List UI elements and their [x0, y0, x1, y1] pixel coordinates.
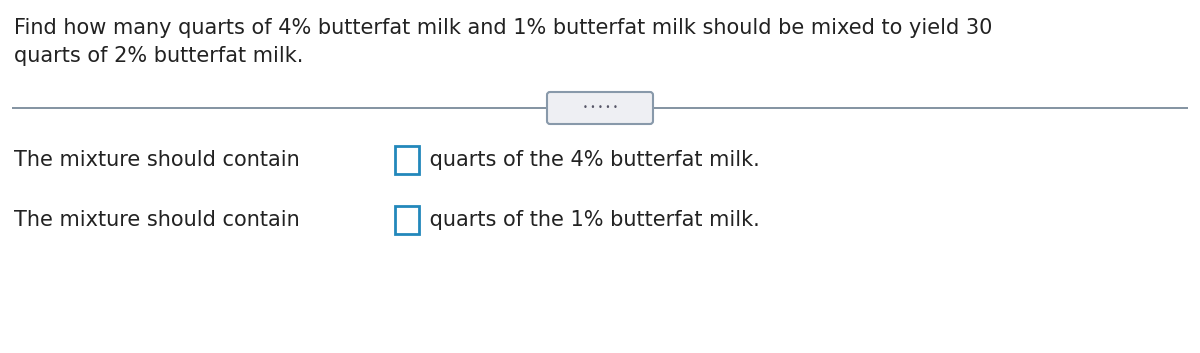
Bar [395, 206, 419, 234]
Text: The mixture should contain: The mixture should contain [14, 150, 306, 170]
Text: quarts of 2% butterfat milk.: quarts of 2% butterfat milk. [14, 46, 304, 66]
Bar [395, 146, 419, 174]
FancyBboxPatch shape [547, 92, 653, 124]
Text: quarts of the 1% butterfat milk.: quarts of the 1% butterfat milk. [424, 210, 760, 230]
Text: Find how many quarts of 4% butterfat milk and 1% butterfat milk should be mixed : Find how many quarts of 4% butterfat mil… [14, 18, 992, 38]
Text: The mixture should contain: The mixture should contain [14, 210, 306, 230]
Text: quarts of the 4% butterfat milk.: quarts of the 4% butterfat milk. [424, 150, 760, 170]
Text: • • • • •: • • • • • [582, 103, 618, 113]
